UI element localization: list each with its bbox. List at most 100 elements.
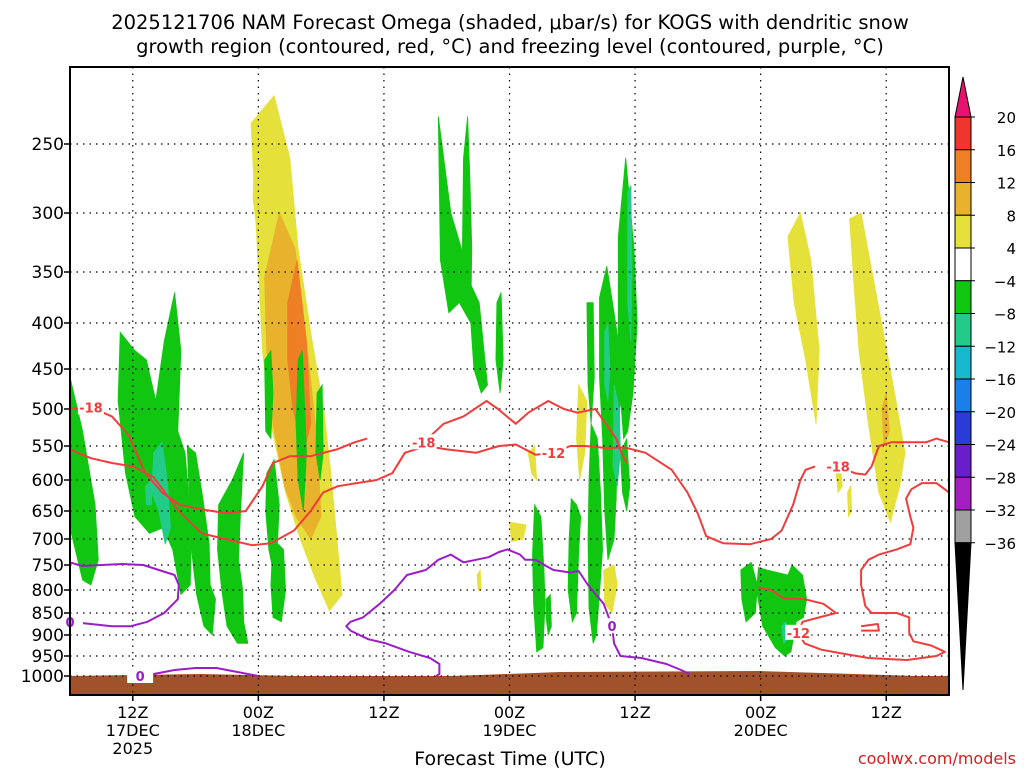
omega-region-4 (787, 211, 820, 424)
freezing-contour-0 (69, 561, 180, 628)
dgz-label-bg-3 (825, 458, 852, 474)
omega-region-38 (612, 384, 621, 487)
omega-region-37 (619, 438, 631, 512)
colorbar-label-9: −20 (984, 404, 1016, 422)
omega-region-28 (532, 503, 546, 653)
colorbar-label-13: −36 (984, 535, 1016, 553)
colorbar-label-8: −16 (984, 371, 1016, 389)
omega-region-26 (461, 116, 473, 314)
y-tick-label-6: 550 (32, 437, 64, 457)
dgz-label-bg-0 (77, 399, 104, 415)
omega-region-13 (476, 568, 482, 591)
y-tick-label-5: 500 (32, 400, 64, 420)
y-tick-label-4: 450 (32, 360, 64, 380)
omega-region-22 (270, 538, 287, 623)
dgz-contour-0 (69, 406, 368, 515)
dgz-label-bg-1 (540, 444, 567, 460)
y-tick-label-7: 600 (32, 471, 64, 491)
y-tick-label-8: 650 (32, 502, 64, 522)
dgz-contour-2 (423, 400, 628, 464)
freezing-label-bg-2 (599, 618, 626, 634)
y-tick-label-3: 400 (32, 314, 64, 334)
colorbar-box-11 (954, 444, 972, 478)
y-tick-label-15: 1000 (21, 667, 64, 687)
dgz-contour-3 (837, 437, 950, 476)
colorbar-label-5: −4 (994, 273, 1016, 291)
colorbar-label-11: −28 (984, 469, 1016, 487)
credit-label: coolwx.com/models (858, 749, 1016, 768)
omega-region-23 (295, 350, 307, 512)
freezing-contour-2 (345, 548, 690, 675)
y-tick-label-13: 900 (32, 626, 64, 646)
x-tick-label-1-2: 18DEC (231, 721, 285, 740)
dgz-label-bg-4 (785, 624, 812, 640)
omega-region-34 (604, 322, 611, 402)
y-tick-label-12: 850 (32, 604, 64, 624)
dgz-contour-5 (860, 623, 880, 632)
y-tick-label-9: 700 (32, 530, 64, 550)
y-tick-label-1: 300 (32, 204, 64, 224)
x-tick-label-0-2: 17DEC (106, 721, 160, 740)
y-tick-label-11: 800 (32, 581, 64, 601)
colorbar-label-7: −12 (984, 338, 1016, 356)
colorbar-label-6: −8 (994, 306, 1016, 324)
omega-region-31 (586, 302, 595, 424)
dgz-label-3: -18 (826, 460, 850, 475)
colorbar-box-10 (954, 411, 972, 445)
x-tick-label-3-2: 19DEC (483, 721, 537, 740)
colorbar-box-9 (954, 378, 972, 413)
x-tick-label-0-1: 12Z (117, 703, 148, 722)
omega-region-29 (567, 497, 582, 624)
dgz-label-4: -12 (787, 627, 811, 642)
colorbar-label-12: −32 (984, 502, 1016, 520)
omega-region-40 (756, 564, 808, 657)
y-tick-label-14: 950 (32, 647, 64, 667)
colorbar-label-2: 12 (997, 175, 1016, 193)
omega-region-15 (117, 292, 192, 596)
omega-region-36 (627, 185, 633, 342)
freezing-label-bg-1 (127, 668, 154, 683)
colorbar-label-3: 8 (1006, 207, 1016, 225)
omega-region-3 (252, 157, 258, 225)
omega-region-21 (264, 349, 274, 440)
omega-region-32 (587, 423, 604, 644)
colorbar: 20 16 12 8 4 −4 −8 −12 −16 −20 −24 −28 −32 −36 (954, 76, 1016, 691)
y-tick-label-0: 250 (32, 135, 64, 155)
colorbar-box-3 (954, 182, 972, 216)
terrain-edge (70, 671, 949, 682)
colorbar-box-7 (954, 313, 972, 347)
omega-region-30 (545, 593, 552, 636)
x-tick-label-5-1: 00Z (745, 703, 776, 722)
colorbar-label-1: 16 (997, 142, 1016, 160)
colorbar-box-8 (954, 345, 972, 380)
omega-region-39 (740, 561, 758, 623)
colorbar-box-1 (954, 116, 972, 151)
colorbar-box-13 (954, 509, 972, 544)
omega-region-18 (151, 441, 171, 545)
dgz-contour-1 (69, 443, 816, 547)
colorbar-label-10: −24 (984, 437, 1016, 455)
omega-region-8 (847, 484, 853, 519)
omega-region-10 (576, 383, 588, 481)
x-tick-label-2-1: 12Z (368, 703, 399, 722)
x-tick-label-5-2: 20DEC (734, 721, 788, 740)
omega-region-17 (217, 452, 249, 644)
y-axis: 2503003504004505005506006507007508008509… (21, 135, 70, 687)
freezing-label-2: 0 (608, 620, 617, 635)
omega-region-16 (186, 445, 216, 636)
colorbar-box-5 (954, 247, 972, 282)
freezing-label-1: 0 (136, 670, 145, 685)
y-tick-label-10: 750 (32, 556, 64, 576)
omega-region-19 (144, 479, 153, 506)
colorbar-label-4: 4 (1006, 240, 1016, 258)
x-tick-label-4-1: 12Z (619, 703, 650, 722)
colorbar-bottom-arrow (954, 542, 972, 691)
colorbar-box-12 (954, 476, 972, 511)
colorbar-box-2 (954, 149, 972, 183)
freezing-contour-1 (139, 667, 259, 677)
colorbar-label-0: 20 (997, 109, 1016, 127)
omega-region-9 (603, 564, 618, 614)
y-tick-label-2: 350 (32, 263, 64, 283)
